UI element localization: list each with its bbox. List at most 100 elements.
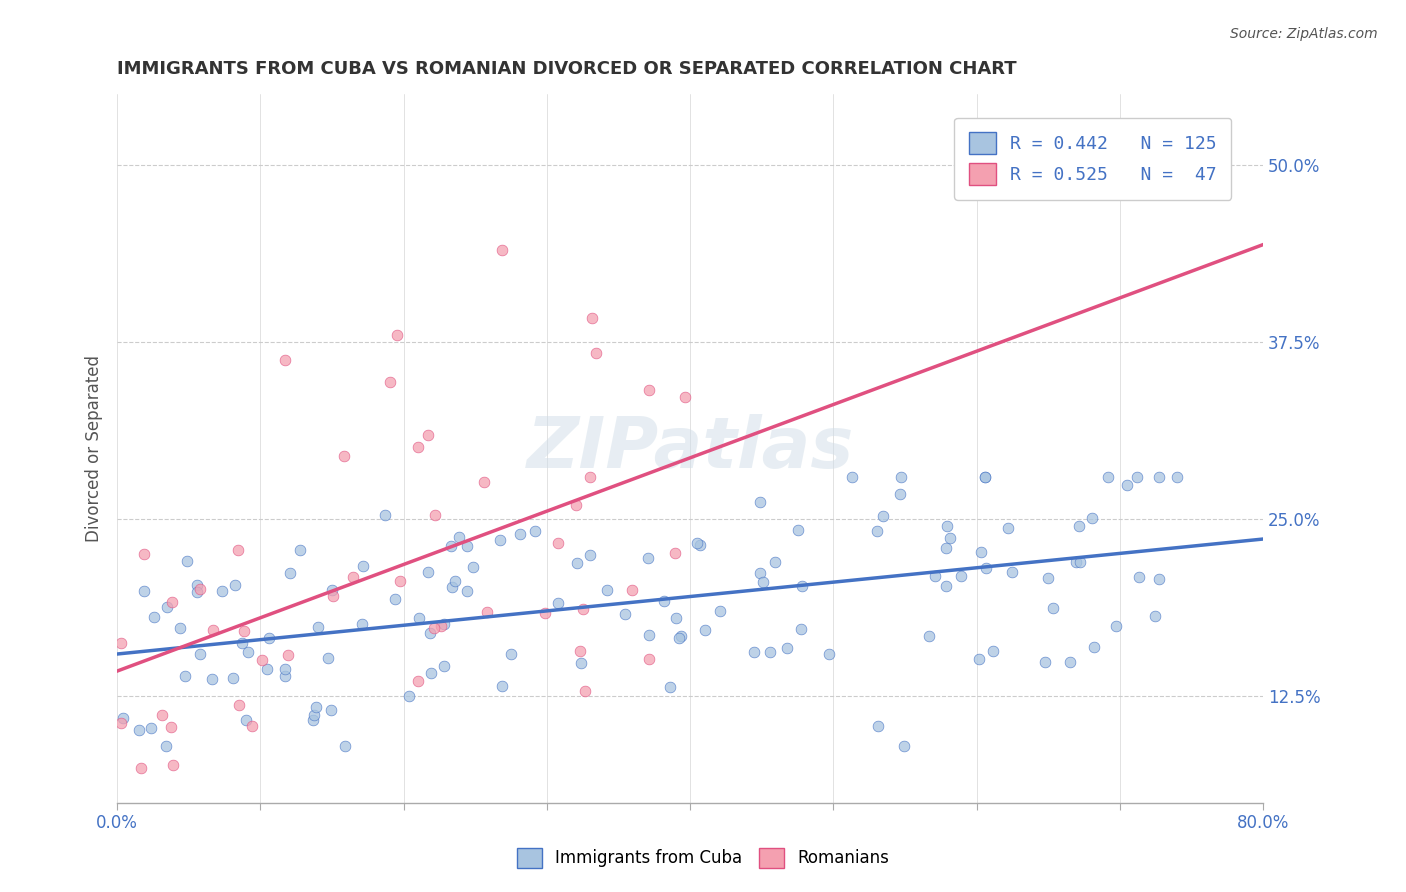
Point [129, 761, 152, 775]
Point [1036, 571, 1059, 585]
Point [1081, 510, 1104, 524]
Point [461, 560, 484, 574]
Point [949, 569, 972, 583]
Point [352, 617, 374, 632]
Y-axis label: Divorced or Separated: Divorced or Separated [86, 355, 103, 542]
Point [973, 470, 995, 484]
Point [818, 647, 841, 661]
Point [150, 707, 173, 722]
Point [128, 723, 150, 737]
Point [491, 244, 513, 258]
Point [316, 651, 339, 665]
Point [749, 566, 772, 581]
Point [621, 582, 644, 597]
Point [441, 580, 464, 594]
Point [689, 537, 711, 551]
Point [1059, 655, 1081, 669]
Point [352, 559, 374, 574]
Point [752, 574, 775, 589]
Point [447, 530, 470, 544]
Point [579, 470, 602, 484]
Point [456, 584, 478, 599]
Point [865, 524, 887, 538]
Point [188, 582, 211, 596]
Point [398, 689, 420, 703]
Point [565, 498, 588, 512]
Point [408, 611, 430, 625]
Point [1147, 572, 1170, 586]
Point [238, 645, 260, 659]
Point [491, 679, 513, 693]
Point [685, 536, 707, 550]
Point [384, 592, 406, 607]
Point [433, 658, 456, 673]
Point [786, 523, 808, 537]
Point [302, 707, 325, 722]
Point [156, 600, 179, 615]
Point [233, 624, 256, 639]
Point [475, 605, 498, 619]
Point [665, 610, 688, 624]
Point [1042, 601, 1064, 615]
Point [574, 684, 596, 698]
Point [748, 495, 770, 509]
Point [280, 566, 302, 581]
Point [319, 703, 342, 717]
Point [569, 644, 592, 658]
Point [423, 508, 446, 522]
Point [596, 582, 619, 597]
Point [160, 595, 183, 609]
Point [110, 636, 132, 650]
Point [981, 644, 1004, 658]
Point [139, 721, 162, 735]
Point [456, 539, 478, 553]
Point [290, 543, 312, 558]
Point [1143, 609, 1166, 624]
Point [893, 739, 915, 753]
Point [935, 519, 957, 533]
Point [997, 520, 1019, 534]
Point [742, 645, 765, 659]
Point [231, 636, 253, 650]
Point [776, 641, 799, 656]
Legend: Immigrants from Cuba, Romanians: Immigrants from Cuba, Romanians [510, 841, 896, 875]
Point [274, 669, 297, 683]
Point [224, 578, 246, 592]
Point [638, 628, 661, 642]
Point [430, 619, 453, 633]
Point [1083, 640, 1105, 654]
Point [240, 719, 263, 733]
Point [969, 545, 991, 559]
Point [790, 622, 813, 636]
Point [418, 565, 440, 579]
Point [257, 631, 280, 645]
Point [872, 508, 894, 523]
Point [572, 602, 595, 616]
Point [585, 346, 607, 360]
Point [440, 539, 463, 553]
Point [301, 714, 323, 728]
Point [638, 652, 661, 666]
Point [222, 671, 245, 685]
Point [1033, 656, 1056, 670]
Point [416, 428, 439, 442]
Point [124, 810, 146, 824]
Point [1115, 478, 1137, 492]
Point [389, 574, 412, 589]
Point [406, 440, 429, 454]
Point [693, 624, 716, 638]
Point [1166, 470, 1188, 484]
Point [143, 610, 166, 624]
Point [342, 570, 364, 584]
Point [613, 607, 636, 622]
Point [274, 662, 297, 676]
Point [924, 568, 946, 582]
Point [380, 376, 402, 390]
Point [668, 631, 690, 645]
Point [669, 629, 692, 643]
Point [866, 719, 889, 733]
Point [509, 527, 531, 541]
Point [444, 574, 467, 588]
Point [1000, 565, 1022, 579]
Point [547, 536, 569, 550]
